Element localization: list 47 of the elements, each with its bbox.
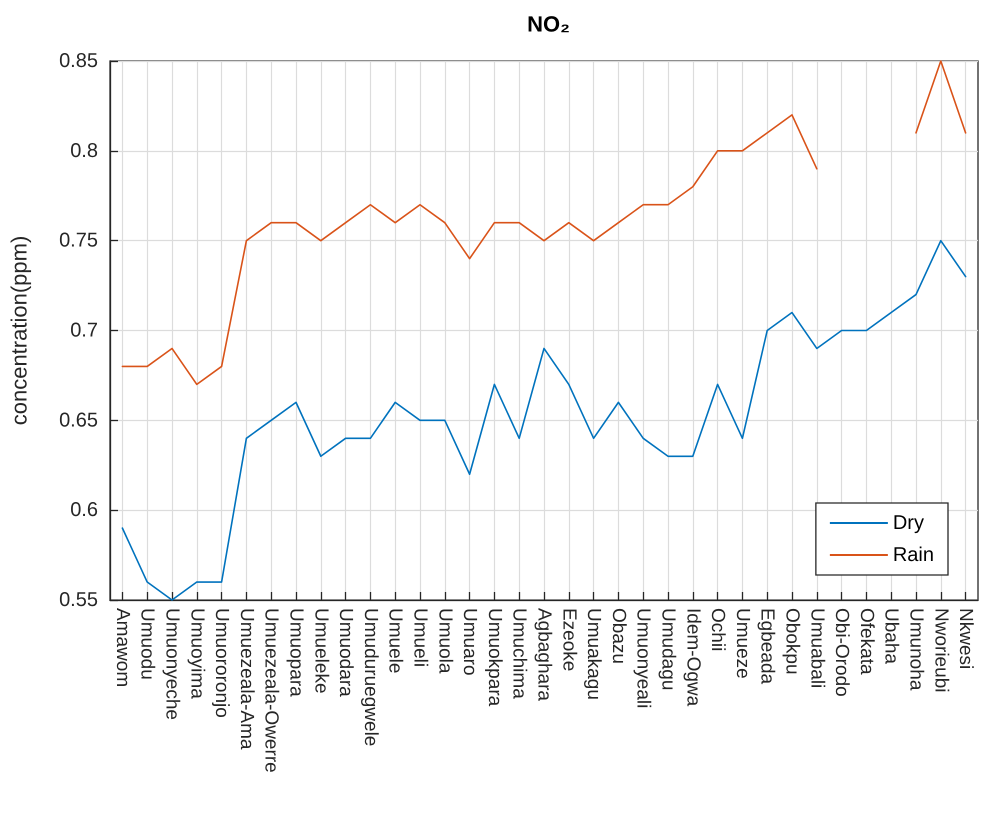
x-tick-label: Obokpu <box>782 608 802 675</box>
x-tick-label: Obi-Orodo <box>831 608 852 697</box>
x-tick-label: Umuodu <box>136 608 158 680</box>
x-tick-label: Amawom <box>112 608 133 688</box>
x-tick-label: Umuoyima <box>186 608 208 700</box>
x-tick-label: Umunoha <box>906 608 926 691</box>
x-tick-label: Umuezeala-Ama <box>236 608 257 750</box>
y-tick-label: 0.55 <box>59 589 98 611</box>
legend-label: Dry <box>892 512 924 534</box>
x-tick-label: Umuele <box>384 608 406 674</box>
x-tick-label: Umueli <box>410 608 430 668</box>
x-tick-label: Umuororonjo <box>211 608 232 718</box>
x-tick-label: Umuakagu <box>583 608 604 700</box>
x-tick-label: Umuokpara <box>484 608 505 707</box>
y-tick-label: 0.7 <box>70 320 98 342</box>
y-tick-label: 0.65 <box>59 409 98 432</box>
x-tick-label: Ubaha <box>880 608 902 664</box>
x-tick-label: Umuezeala-Owerre <box>260 608 282 773</box>
x-tick-label: Umudagu <box>658 608 678 690</box>
x-tick-label: Ofekata <box>856 608 877 675</box>
x-tick-label: Ochii <box>707 608 728 652</box>
y-tick-label: 0.8 <box>70 140 98 162</box>
x-tick-label: Umuola <box>434 608 456 674</box>
x-tick-label: Umuaro <box>459 608 480 676</box>
x-tick-label: Ezeoke <box>558 608 580 672</box>
x-tick-label: Umuabali <box>806 608 828 688</box>
x-tick-label: Idem-Ogwa <box>682 608 704 707</box>
x-tick-label: Umueleke <box>310 608 332 694</box>
line-series <box>122 240 966 601</box>
y-tick-label: 0.75 <box>59 230 98 252</box>
x-tick-label: Umuodara <box>335 608 356 698</box>
x-tick-label: Umuonyeali <box>632 608 654 708</box>
x-tick-label: Agbaghara <box>534 608 554 702</box>
x-tick-label: Umuonyeche <box>162 608 182 720</box>
legend-label: Rain <box>892 544 934 566</box>
y-tick-label: 0.6 <box>70 499 98 522</box>
y-axis-title: concentration(ppm) <box>6 236 32 426</box>
x-tick-label: Umueze <box>732 608 753 679</box>
y-tick-label: 0.85 <box>59 50 98 72</box>
x-tick-label: Umuchima <box>508 608 530 700</box>
x-tick-label: Nworieubi <box>930 608 952 692</box>
x-tick-label: Umuduruegwele <box>360 608 381 746</box>
x-tick-label: Obazu <box>608 608 629 664</box>
x-tick-label: Umuopara <box>286 608 306 698</box>
x-tick-label: Nkwesi <box>955 608 976 670</box>
chart-title: NO₂ <box>527 12 570 36</box>
x-tick-label: Egbeada <box>756 608 778 685</box>
